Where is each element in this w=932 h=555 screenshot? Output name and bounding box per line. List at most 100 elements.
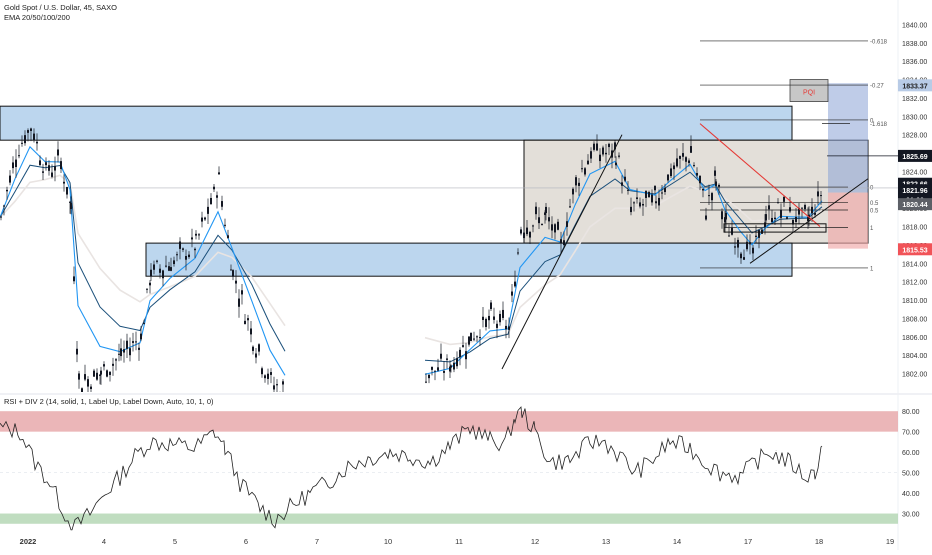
price-tick-label: 1808.00: [902, 316, 927, 323]
candle-body: [33, 133, 35, 140]
candle-body: [715, 181, 717, 186]
candle-body: [0, 216, 2, 218]
candle-body: [100, 370, 102, 375]
candle-body: [51, 172, 53, 177]
zone-lower-demand: [145, 242, 793, 277]
x-axis-label: 11: [455, 537, 463, 546]
price-tag-bg: [898, 149, 932, 162]
candle-body: [820, 195, 822, 197]
candle-body: [654, 186, 656, 191]
candle-body: [232, 270, 234, 277]
candle-body: [792, 219, 794, 225]
candle-body: [210, 197, 212, 205]
candle-body: [508, 326, 510, 330]
candle-body: [81, 388, 83, 392]
support-trendline-right: [749, 178, 869, 264]
price-tick-label: 1832.00: [902, 96, 927, 103]
candle-body: [24, 135, 26, 144]
candle-body: [282, 381, 284, 385]
candle-body: [520, 229, 522, 234]
candle-body: [106, 370, 108, 377]
candle-body: [764, 222, 766, 227]
candle-body: [664, 187, 666, 193]
candle-body: [179, 241, 181, 249]
price-tag-bg: [898, 198, 932, 211]
candle-body: [783, 196, 785, 202]
candle-body: [87, 379, 89, 387]
candle-body: [443, 371, 445, 373]
candle-body: [746, 241, 748, 250]
fib-label: -0.27: [870, 84, 884, 90]
candle-body: [482, 316, 484, 320]
candle-body: [103, 364, 105, 367]
stop-box-red: [828, 192, 868, 249]
candle-body: [814, 212, 816, 215]
candle-body: [602, 147, 604, 155]
price-tag-label: 1820.44: [902, 202, 927, 209]
candle-body: [118, 353, 120, 355]
candle-body: [12, 162, 14, 169]
candle-body: [789, 207, 791, 212]
candle-body: [584, 168, 586, 175]
candle-body: [216, 195, 218, 198]
candle-body: [156, 260, 158, 262]
candle-body: [593, 143, 595, 150]
candle-body: [201, 217, 203, 222]
candle-body: [250, 328, 252, 335]
candle-body: [688, 160, 690, 163]
candle-body: [670, 168, 672, 177]
candles-group: [0, 127, 822, 392]
candle-body: [599, 154, 601, 162]
candle-body: [685, 157, 687, 162]
candle-body: [168, 266, 170, 271]
price-tick-label: 1824.00: [902, 169, 927, 176]
candle-body: [143, 323, 145, 325]
candle-body: [630, 206, 632, 213]
rsi-tick-label: 40.00: [902, 491, 920, 498]
candle-body: [771, 217, 773, 222]
candle-body: [587, 160, 589, 165]
rsi-tick-label: 70.00: [902, 430, 920, 437]
candle-body: [786, 217, 788, 219]
rsi-band: [0, 513, 898, 524]
candle-body: [702, 188, 704, 191]
candle-body: [27, 130, 29, 133]
candle-body: [227, 235, 229, 238]
candle-body: [804, 204, 806, 210]
candle-body: [66, 186, 68, 195]
price-tag-bg: [898, 184, 932, 197]
candle-body: [545, 206, 547, 214]
price-tick-label: 1818.00: [902, 225, 927, 232]
candle-body: [69, 201, 71, 203]
candle-body: [817, 191, 819, 197]
price-tag-label: 1821.96: [902, 188, 927, 195]
candle-body: [115, 359, 117, 361]
candle-body: [90, 386, 92, 389]
candle-body: [569, 206, 571, 208]
price-tag-label: 1833.37: [902, 83, 927, 90]
candle-body: [777, 202, 779, 204]
candle-body: [718, 184, 720, 187]
candle-body: [724, 217, 726, 223]
candle-body: [218, 172, 220, 175]
candle-body: [188, 254, 190, 258]
candle-body: [446, 358, 448, 360]
price-tick-label: 1830.00: [902, 114, 927, 121]
candle-body: [195, 233, 197, 236]
candle-body: [529, 231, 531, 238]
fib-label: 0.5: [870, 209, 879, 215]
candle-body: [642, 204, 644, 206]
candle-body: [140, 333, 142, 340]
candle-body: [714, 170, 716, 176]
candle-body: [496, 323, 498, 328]
candle-body: [655, 201, 657, 204]
candle-body: [566, 221, 568, 227]
candle-body: [176, 254, 178, 256]
candle-body: [247, 318, 249, 321]
candle-body: [194, 248, 196, 251]
rsi-divergence-line: [771, 444, 823, 453]
ema-legend: EMA 20/50/100/200: [4, 13, 70, 22]
candle-body: [488, 315, 490, 321]
